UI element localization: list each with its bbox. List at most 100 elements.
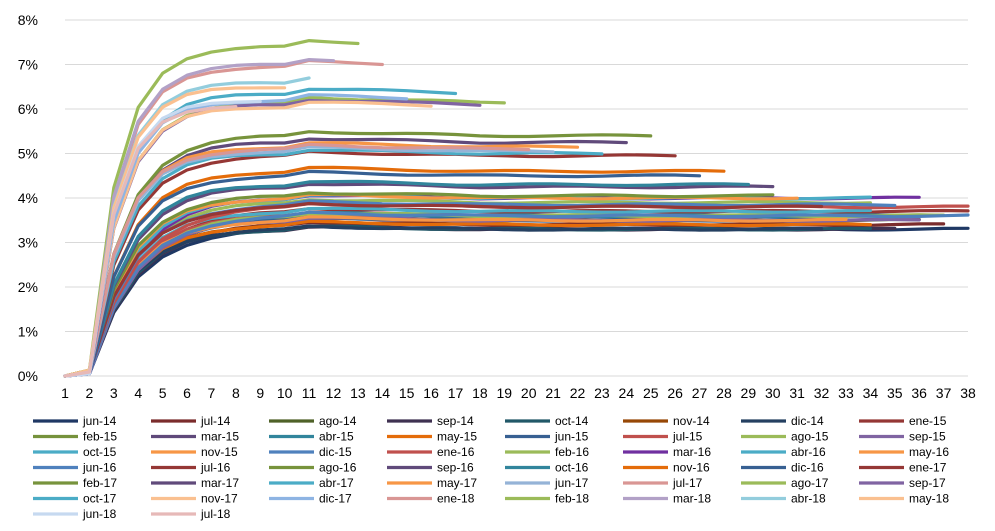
legend-label: ago-15 — [791, 430, 829, 444]
legend-label: may-16 — [909, 445, 949, 459]
series-line-jun-17 — [63, 145, 555, 378]
x-tick-label: 17 — [448, 385, 464, 401]
legend-label: jun-17 — [554, 476, 589, 490]
legend-label: mar-16 — [673, 445, 711, 459]
legend-label: nov-16 — [673, 461, 710, 475]
series-line-oct-16 — [63, 179, 751, 378]
x-tick-label: 37 — [936, 385, 952, 401]
x-tick-label: 29 — [741, 385, 757, 401]
legend-label: jul-16 — [200, 461, 231, 475]
x-tick-label: 27 — [692, 385, 708, 401]
x-tick-label: 4 — [134, 385, 142, 401]
legend-label: oct-16 — [555, 461, 589, 475]
series-line-dic-14 — [63, 224, 824, 378]
legend-label: sep-14 — [437, 414, 474, 428]
x-tick-label: 11 — [302, 385, 317, 401]
x-tick-label: 34 — [863, 385, 879, 401]
x-axis: 1 2 3 4 5 6 7 8 9 10 11 12 13 14 15 16 17 18 19 20 21 22 23 24 2… — [61, 385, 976, 401]
y-tick-label: 5% — [18, 146, 38, 162]
series-line-jul-17 — [63, 142, 531, 378]
legend-label: oct-15 — [83, 445, 117, 459]
legend: jun-14 jul-14 ago-14 sep-14 oct-14 nov-14 dic-… — [33, 414, 949, 521]
x-tick-label: 10 — [277, 385, 293, 401]
y-tick-label: 6% — [18, 101, 38, 117]
legend-label: jul-17 — [672, 476, 703, 490]
y-tick-label: 4% — [18, 190, 38, 206]
legend-label: jun-14 — [82, 414, 117, 428]
x-tick-label: 21 — [545, 385, 561, 401]
x-tick-label: 8 — [232, 385, 240, 401]
x-tick-label: 22 — [570, 385, 586, 401]
series-line-feb-17 — [63, 130, 653, 378]
legend-label: mar-15 — [201, 430, 239, 444]
y-axis: 0% 1% 2% 3% 4% 5% 6% 7% 8% — [18, 12, 38, 384]
legend-label: ene-17 — [909, 461, 947, 475]
legend-label: sep-15 — [909, 430, 946, 444]
x-tick-label: 7 — [208, 385, 216, 401]
legend-label: mar-17 — [201, 476, 239, 490]
y-tick-label: 0% — [18, 368, 38, 384]
series-line-jul-18 — [63, 104, 238, 378]
x-tick-label: 2 — [86, 385, 94, 401]
legend-label: dic-14 — [791, 414, 824, 428]
x-tick-label: 14 — [374, 385, 390, 401]
legend-label: dic-16 — [791, 461, 824, 475]
legend-label: jun-18 — [82, 507, 117, 521]
legend-label: ene-16 — [437, 445, 475, 459]
legend-label: may-15 — [437, 430, 477, 444]
legend-label: ago-16 — [319, 461, 357, 475]
legend-label: sep-17 — [909, 476, 946, 490]
legend-label: ene-15 — [909, 414, 947, 428]
x-tick-label: 36 — [911, 385, 927, 401]
legend-label: may-18 — [909, 492, 949, 506]
x-tick-label: 16 — [423, 385, 439, 401]
legend-label: feb-15 — [83, 430, 117, 444]
x-tick-label: 12 — [326, 385, 342, 401]
legend-label: mar-18 — [673, 492, 711, 506]
series-line-jul-16 — [63, 201, 824, 378]
legend-label: abr-18 — [791, 492, 826, 506]
x-tick-label: 38 — [960, 385, 976, 401]
x-tick-label: 6 — [183, 385, 191, 401]
legend-label: jul-18 — [200, 507, 231, 521]
x-tick-label: 1 — [61, 385, 69, 401]
series-line-oct-14 — [63, 224, 873, 378]
legend-label: nov-17 — [201, 492, 238, 506]
series-line-dic-15 — [63, 210, 970, 378]
y-tick-label: 2% — [18, 279, 38, 295]
legend-label: feb-17 — [83, 476, 117, 490]
x-tick-label: 3 — [110, 385, 118, 401]
legend-label: feb-18 — [555, 492, 589, 506]
legend-label: oct-17 — [83, 492, 117, 506]
legend-label: ago-17 — [791, 476, 829, 490]
series-line-jul-14 — [63, 220, 946, 378]
series-line-ene-17 — [63, 149, 677, 378]
legend-label: abr-16 — [791, 445, 826, 459]
x-tick-label: 33 — [838, 385, 854, 401]
x-tick-label: 13 — [350, 385, 366, 401]
legend-label: abr-15 — [319, 430, 354, 444]
x-tick-label: 15 — [399, 385, 415, 401]
legend-label: ago-14 — [319, 414, 357, 428]
legend-label: may-17 — [437, 476, 477, 490]
series-line-sep-14 — [63, 224, 897, 378]
series-line-ago-16 — [63, 191, 775, 378]
x-tick-label: 25 — [643, 385, 659, 401]
legend-label: jun-16 — [82, 461, 117, 475]
y-tick-label: 8% — [18, 12, 38, 28]
x-tick-label: 9 — [256, 385, 264, 401]
series-line-may-15 — [63, 219, 873, 378]
legend-label: ene-18 — [437, 492, 475, 506]
series-line-abr-17 — [63, 148, 604, 378]
x-tick-label: 26 — [667, 385, 683, 401]
legend-label: dic-17 — [319, 492, 352, 506]
x-tick-label: 31 — [789, 385, 805, 401]
x-tick-label: 20 — [521, 385, 537, 401]
legend-label: dic-15 — [319, 445, 352, 459]
series-line-nov-16 — [63, 165, 726, 378]
series-line-dic-16 — [63, 169, 702, 378]
legend-label: feb-16 — [555, 445, 589, 459]
legend-label: jul-14 — [200, 414, 231, 428]
legend-label: nov-14 — [673, 414, 710, 428]
x-tick-label: 19 — [497, 385, 513, 401]
